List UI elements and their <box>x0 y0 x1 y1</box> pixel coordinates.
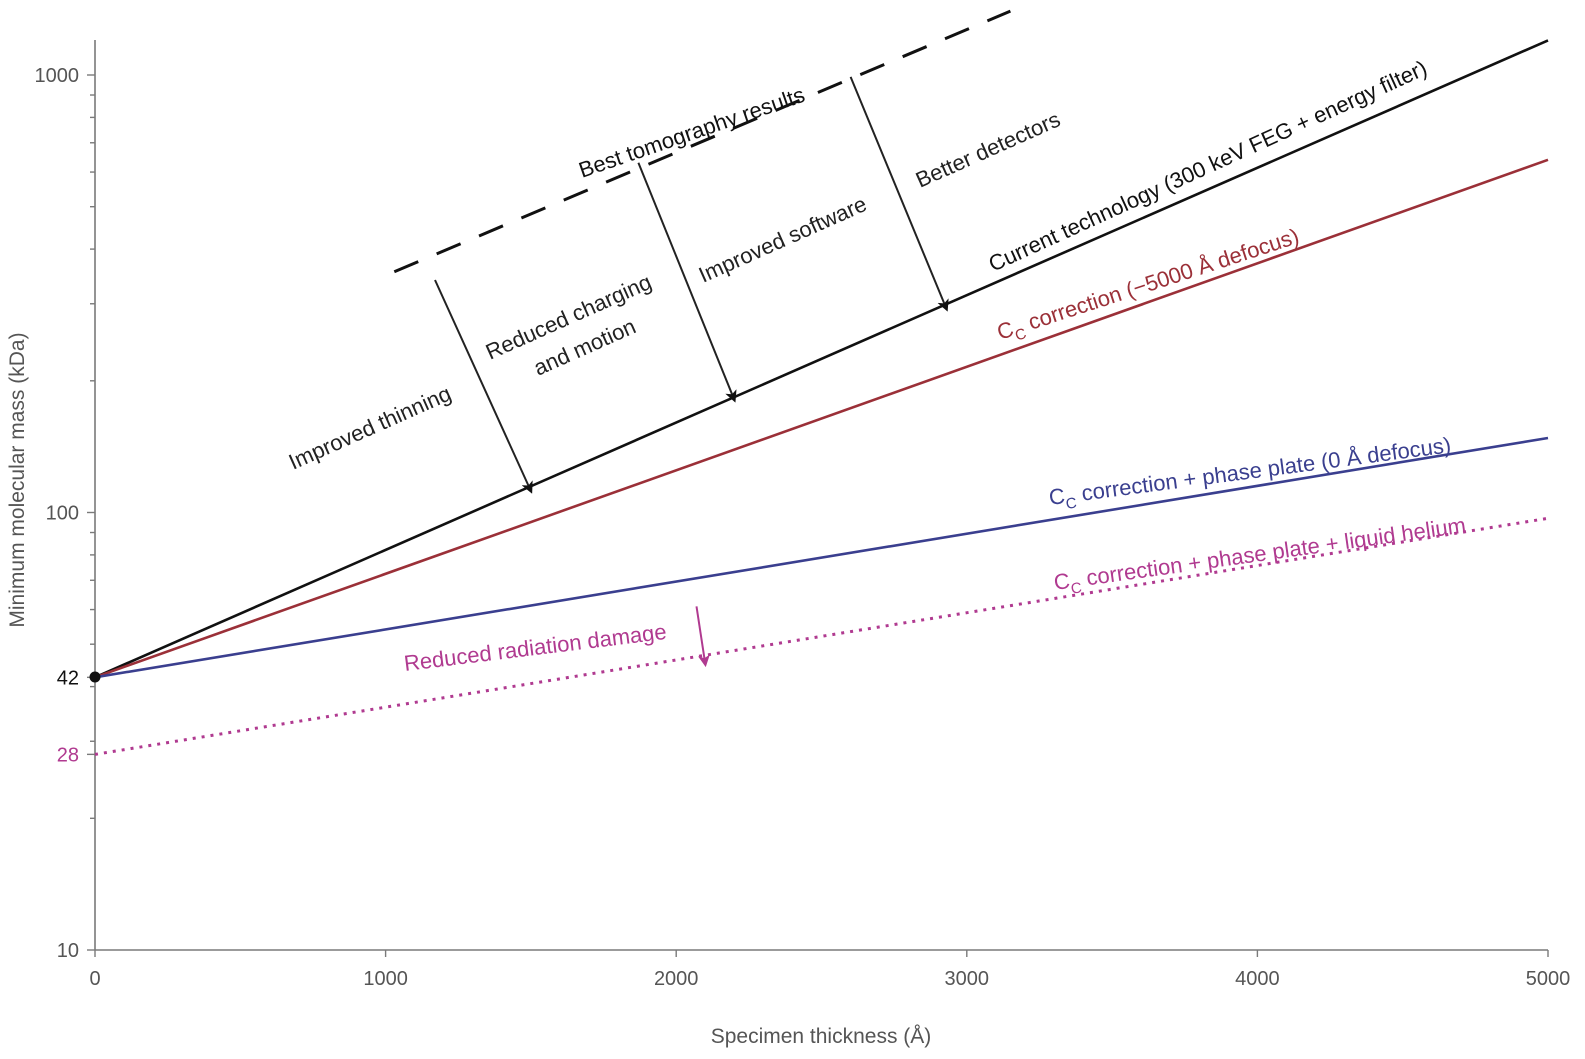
x-tick-label-5: 5000 <box>1526 968 1571 990</box>
x-tick-label-0: 0 <box>89 968 100 990</box>
y-ticks: 10 100 1000 42 28 <box>35 65 95 962</box>
axes <box>94 40 1548 951</box>
label-best-tomography: Best tomography results <box>575 82 807 183</box>
label-current-technology: Current technology (300 keV FEG + energy… <box>985 55 1431 276</box>
label-cc-phase-plate-rest: correction + phase plate (0 Å defocus) <box>1074 432 1453 506</box>
annot-improved-thinning: Improved thinning <box>285 381 455 475</box>
y-tick-label-1: 100 <box>46 503 79 525</box>
series-line-4 <box>393 9 1011 274</box>
y-axis-title: Minimum molecular mass (kDa) <box>6 332 29 627</box>
arrows-group <box>434 76 949 668</box>
x-ticks: 0 1000 2000 3000 4000 5000 <box>89 950 1570 990</box>
annotation-arrow-1 <box>637 162 737 403</box>
label-cc-correction-c: C <box>994 316 1017 345</box>
y-tick-label-0: 10 <box>57 940 79 962</box>
x-tick-label-4: 4000 <box>1235 968 1280 990</box>
y-marked-label-1: 28 <box>57 744 79 766</box>
series-group <box>94 9 1549 756</box>
x-axis-title: Specimen thickness (Å) <box>711 1025 932 1048</box>
x-tick-label-3: 3000 <box>945 968 990 990</box>
label-cc-correction-sub: C <box>1013 325 1029 345</box>
series-line-2 <box>94 436 1549 679</box>
annot-improved-software: Improved software <box>695 191 870 287</box>
series-line-3 <box>94 516 1549 756</box>
x-tick-label-2: 2000 <box>654 968 699 990</box>
label-cc-liquid-helium-rest: correction + phase plate + liquid helium <box>1079 512 1468 591</box>
annotation-arrow-3 <box>695 606 710 668</box>
origin-point <box>89 671 101 683</box>
series-line-0 <box>94 39 1549 679</box>
label-cc-phase-plate-c: C <box>1047 483 1066 510</box>
x-tick-label-1: 1000 <box>363 968 408 990</box>
series-line-1 <box>94 158 1549 679</box>
label-cc-liquid-helium: CC correction + phase plate + liquid hel… <box>1052 512 1468 600</box>
label-cc-liquid-helium-c: C <box>1052 568 1071 595</box>
y-tick-label-2: 1000 <box>35 65 80 87</box>
annot-better-detectors: Better detectors <box>912 107 1064 193</box>
y-marked-label-0: 42 <box>57 667 79 689</box>
label-cc-phase-plate: CC correction + phase plate (0 Å defocus… <box>1047 432 1453 515</box>
annotation-arrow-0 <box>434 279 533 494</box>
annotation-arrow-2 <box>849 76 949 312</box>
label-cc-phase-plate-sub: C <box>1065 495 1078 513</box>
label-cc-liquid-helium-sub: C <box>1070 579 1083 597</box>
